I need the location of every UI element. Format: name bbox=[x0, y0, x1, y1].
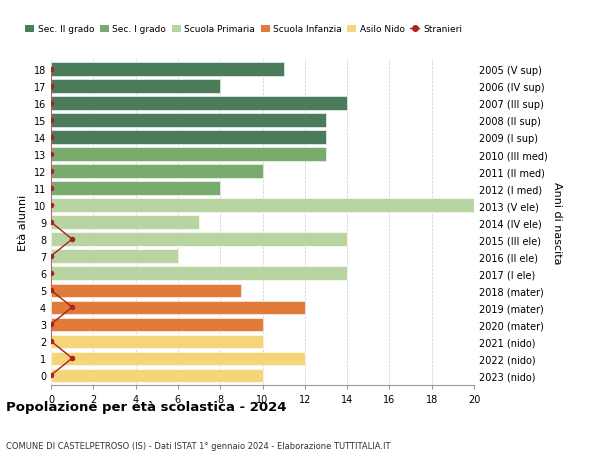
Bar bbox=[51, 131, 326, 145]
Legend: Sec. II grado, Sec. I grado, Scuola Primaria, Scuola Infanzia, Asilo Nido, Stran: Sec. II grado, Sec. I grado, Scuola Prim… bbox=[22, 22, 466, 38]
Bar bbox=[51, 97, 347, 111]
Bar bbox=[51, 199, 474, 212]
Bar bbox=[51, 148, 326, 162]
Bar bbox=[51, 165, 263, 178]
Y-axis label: Età alunni: Età alunni bbox=[18, 195, 28, 251]
Bar bbox=[51, 301, 305, 314]
Text: Popolazione per età scolastica - 2024: Popolazione per età scolastica - 2024 bbox=[6, 400, 287, 413]
Bar bbox=[51, 318, 263, 331]
Text: COMUNE DI CASTELPETROSO (IS) - Dati ISTAT 1° gennaio 2024 - Elaborazione TUTTITA: COMUNE DI CASTELPETROSO (IS) - Dati ISTA… bbox=[6, 441, 391, 450]
Y-axis label: Anni di nascita: Anni di nascita bbox=[551, 181, 562, 264]
Bar bbox=[51, 284, 241, 297]
Bar bbox=[51, 250, 178, 263]
Bar bbox=[51, 63, 284, 77]
Bar bbox=[51, 182, 220, 195]
Bar bbox=[51, 80, 220, 94]
Bar bbox=[51, 267, 347, 280]
Bar bbox=[51, 114, 326, 128]
Bar bbox=[51, 369, 263, 382]
Bar bbox=[51, 216, 199, 229]
Bar bbox=[51, 335, 263, 348]
Bar bbox=[51, 352, 305, 365]
Bar bbox=[51, 233, 347, 246]
